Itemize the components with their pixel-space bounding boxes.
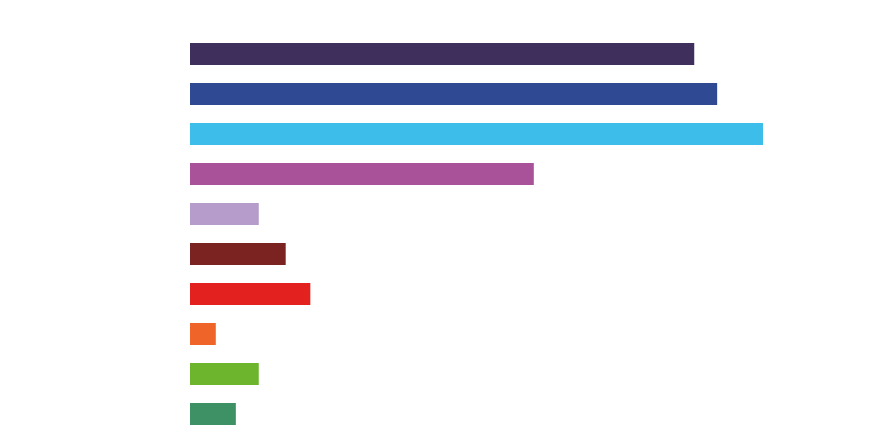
bar-10 — [190, 403, 236, 425]
bar-8 — [190, 323, 216, 345]
bar-7 — [190, 283, 311, 305]
bar-6 — [190, 243, 286, 265]
bar-1 — [190, 43, 695, 65]
bar-5 — [190, 203, 259, 225]
bar-3 — [190, 123, 763, 145]
bar-2 — [190, 83, 718, 105]
bar-4 — [190, 163, 534, 185]
bar-9 — [190, 363, 259, 385]
